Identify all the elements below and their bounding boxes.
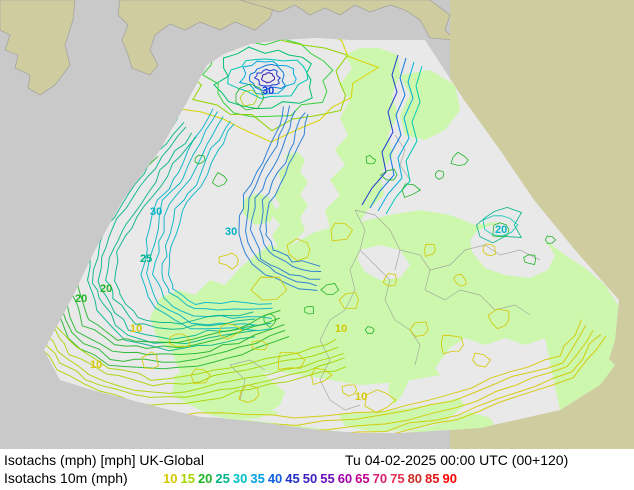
svg-text:10: 10 [90, 359, 102, 371]
svg-text:30: 30 [150, 206, 162, 218]
svg-text:30: 30 [262, 85, 274, 97]
svg-text:30: 30 [225, 226, 237, 238]
svg-text:25: 25 [140, 253, 152, 265]
svg-text:20: 20 [495, 224, 507, 236]
svg-text:20: 20 [100, 283, 112, 295]
svg-text:10: 10 [130, 323, 142, 335]
svg-text:20: 20 [75, 293, 87, 305]
svg-text:10: 10 [335, 323, 347, 335]
